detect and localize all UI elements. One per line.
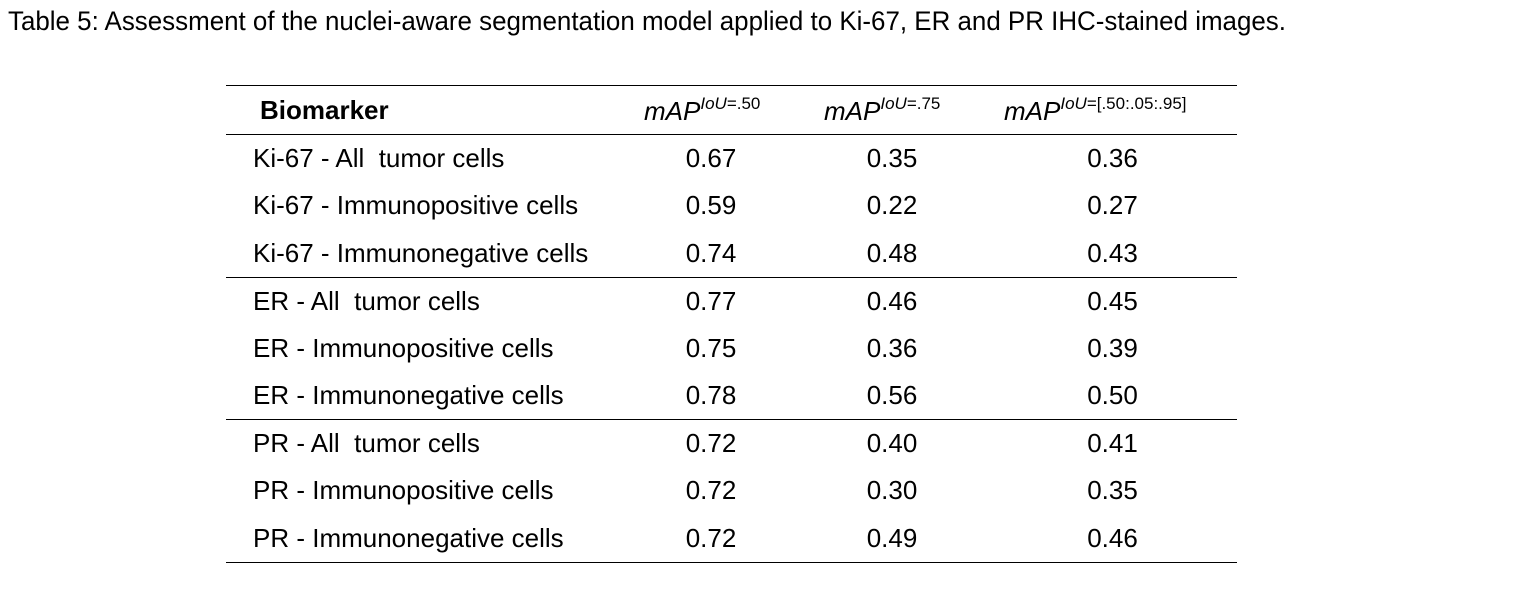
metric-sup-italic: IoU	[700, 93, 727, 113]
column-header-biomarker: Biomarker	[260, 94, 389, 125]
biomarker-cell: PR - Immunopositive cells	[253, 475, 554, 506]
row-group-ki67: Ki-67 - All tumor cells 0.67 0.35 0.36 K…	[226, 135, 1237, 278]
metric-superscript: IoU=.50	[700, 94, 760, 113]
row-group-pr: PR - All tumor cells 0.72 0.40 0.41 PR -…	[226, 420, 1237, 563]
map-50-cell: 0.72	[685, 428, 737, 458]
map-50-cell: 0.75	[685, 332, 737, 363]
map-75-cell: 0.36	[866, 332, 918, 363]
table-row: Ki-67 - Immunonegative cells 0.74 0.48 0…	[226, 230, 1237, 278]
biomarker-cell: PR - Immunonegative cells	[253, 522, 564, 553]
table-row: PR - Immunonegative cells 0.72 0.49 0.46	[226, 515, 1237, 563]
column-header-map-75: mAPIoU=.75	[796, 86, 988, 135]
map-50-cell: 0.78	[685, 380, 737, 410]
metric-sup-italic: IoU	[1060, 93, 1087, 113]
map-50-cell: 0.74	[685, 237, 737, 268]
biomarker-cell: ER - All tumor cells	[253, 285, 480, 316]
biomarker-cell: PR - All tumor cells	[253, 428, 480, 458]
biomarker-cell: Ki-67 - All tumor cells	[253, 143, 505, 173]
map-75-cell: 0.35	[866, 143, 918, 173]
metric-base: mAP	[1004, 95, 1061, 126]
map-50-cell: 0.59	[685, 190, 737, 221]
map-75-cell: 0.30	[866, 475, 918, 506]
column-header-map-50: mAPIoU=.50	[626, 86, 796, 135]
map-75-cell: 0.40	[866, 428, 918, 458]
table-row: Ki-67 - All tumor cells 0.67 0.35 0.36	[226, 135, 1237, 183]
metric-sup-rest: =[.50:.05:.95]	[1086, 93, 1187, 113]
map-range-cell: 0.27	[1087, 190, 1138, 221]
metric-sup-rest: =.50	[726, 93, 761, 113]
biomarker-cell: Ki-67 - Immunonegative cells	[253, 237, 589, 268]
map-range-cell: 0.46	[1087, 522, 1138, 553]
biomarker-cell: ER - Immunonegative cells	[253, 380, 564, 410]
map-range-cell: 0.36	[1087, 143, 1138, 173]
metric-superscript: IoU=.75	[880, 94, 940, 113]
map-75-cell: 0.22	[866, 190, 918, 221]
map-range-cell: 0.41	[1087, 428, 1138, 458]
map-range-cell: 0.45	[1087, 285, 1138, 316]
map-75-cell: 0.46	[866, 285, 918, 316]
table-row: Ki-67 - Immunopositive cells 0.59 0.22 0…	[226, 182, 1237, 230]
table-row: PR - All tumor cells 0.72 0.40 0.41	[226, 420, 1237, 468]
results-table-container: Biomarker mAPIoU=.50 mAPIoU=.75 mAPIoU=[…	[226, 85, 1237, 563]
metric-sup-rest: =.75	[906, 93, 941, 113]
map-50-cell: 0.67	[685, 143, 737, 173]
table-caption: Table 5: Assessment of the nuclei-aware …	[8, 6, 1286, 36]
table-row: PR - Immunopositive cells 0.72 0.30 0.35	[226, 467, 1237, 515]
map-range-cell: 0.50	[1087, 380, 1138, 410]
map-range-cell: 0.43	[1087, 237, 1138, 268]
metric-base: mAP	[644, 95, 701, 126]
header-row: Biomarker mAPIoU=.50 mAPIoU=.75 mAPIoU=[…	[226, 85, 1237, 135]
row-group-er: ER - All tumor cells 0.77 0.46 0.45 ER -…	[226, 277, 1237, 420]
table-header: Biomarker mAPIoU=.50 mAPIoU=.75 mAPIoU=[…	[226, 85, 1237, 135]
map-75-cell: 0.56	[866, 380, 918, 410]
metric-sup-italic: IoU	[880, 93, 907, 113]
map-50-cell: 0.72	[685, 522, 737, 553]
table-row: ER - Immunopositive cells 0.75 0.36 0.39	[226, 325, 1237, 373]
column-header-map-range: mAPIoU=[.50:.05:.95]	[988, 86, 1237, 135]
metric-superscript: IoU=[.50:.05:.95]	[1060, 94, 1186, 113]
map-range-cell: 0.39	[1087, 332, 1138, 363]
map-range-cell: 0.35	[1087, 475, 1138, 506]
map-75-cell: 0.49	[866, 522, 918, 553]
results-table: Biomarker mAPIoU=.50 mAPIoU=.75 mAPIoU=[…	[226, 85, 1237, 563]
metric-base: mAP	[824, 95, 881, 126]
map-75-cell: 0.48	[866, 237, 918, 268]
map-50-cell: 0.72	[685, 475, 737, 506]
biomarker-cell: Ki-67 - Immunopositive cells	[253, 190, 579, 221]
biomarker-cell: ER - Immunopositive cells	[253, 332, 554, 363]
table-row: ER - All tumor cells 0.77 0.46 0.45	[226, 277, 1237, 325]
table-row: ER - Immunonegative cells 0.78 0.56 0.50	[226, 372, 1237, 420]
map-50-cell: 0.77	[685, 285, 737, 316]
